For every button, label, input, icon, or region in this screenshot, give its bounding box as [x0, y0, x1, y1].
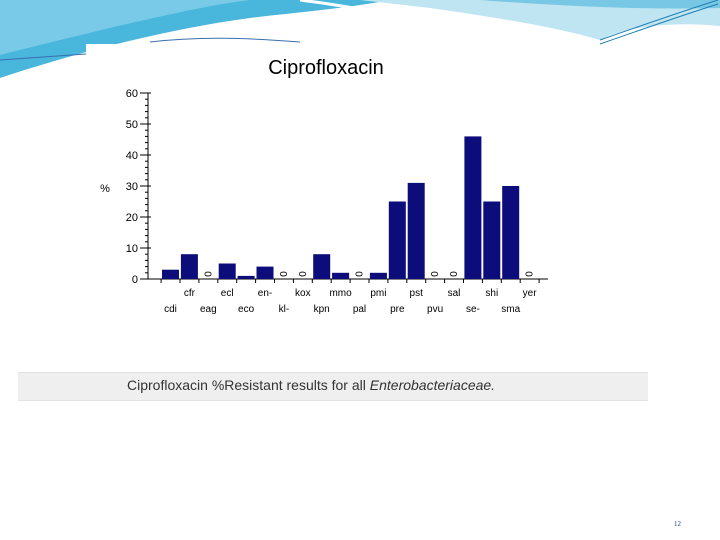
- bar-ecl: [218, 263, 236, 279]
- y-tick-label: 20: [126, 212, 138, 224]
- chart-panel: Ciprofloxacin % 0 10 20 30 40 50 60 cdi cfr 0 eag e…: [86, 44, 600, 340]
- y-tick-label: 40: [126, 150, 138, 162]
- x-tick-label-kl-: kl-: [279, 304, 290, 315]
- x-tick-label-cfr: cfr: [184, 288, 196, 299]
- y-tick-label: 50: [126, 119, 138, 131]
- bar-cdi: [162, 269, 179, 279]
- bar-sma: [502, 186, 520, 279]
- x-tick-label-cdi: cdi: [164, 304, 177, 315]
- caption-italic: Enterobacteriaceae.: [369, 377, 496, 393]
- bar-eco: [237, 275, 255, 279]
- zero-label-kox: 0: [296, 271, 307, 277]
- x-tick-label-shi: shi: [485, 288, 498, 299]
- y-tick-label: 60: [126, 88, 138, 100]
- x-tick-label-mmo: mmo: [329, 288, 352, 299]
- x-tick-label-se-: se-: [466, 304, 480, 315]
- zero-label-kl-: 0: [277, 271, 288, 277]
- bar-cfr: [180, 254, 198, 279]
- y-axis-label: %: [100, 183, 110, 195]
- bar-pmi: [369, 272, 387, 279]
- zero-label-sal: 0: [447, 271, 458, 277]
- zero-label-pvu: 0: [428, 271, 439, 277]
- x-tick-label-pmi: pmi: [370, 288, 386, 299]
- header-wave-decoration: [0, 0, 720, 78]
- x-tick-label-yer: yer: [523, 288, 538, 299]
- zero-label-eag: 0: [201, 271, 212, 277]
- bar-pre: [388, 201, 406, 279]
- bar-pst: [407, 182, 425, 279]
- x-tick-label-pre: pre: [390, 304, 405, 315]
- caption-bar: Ciprofloxacin %Resistant results for all…: [18, 372, 648, 401]
- x-tick-label-pst: pst: [410, 288, 424, 299]
- x-tick-label-eag: eag: [200, 304, 217, 315]
- zero-label-yer: 0: [523, 271, 534, 277]
- bar-kpn: [313, 254, 331, 279]
- x-tick-label-pvu: pvu: [427, 304, 443, 315]
- x-tick-label-pal: pal: [353, 304, 366, 315]
- x-tick-label-en-: en-: [258, 288, 272, 299]
- bar-chart: Ciprofloxacin % 0102030405060cdicfr0eage…: [100, 57, 548, 315]
- zero-label-pal: 0: [353, 271, 364, 277]
- y-tick-label: 0: [132, 274, 138, 286]
- x-tick-label-sma: sma: [501, 304, 520, 315]
- bar-mmo: [332, 272, 350, 279]
- y-tick-label: 10: [126, 243, 138, 255]
- x-tick-label-ecl: ecl: [221, 288, 234, 299]
- page-number: 12: [674, 520, 681, 528]
- y-tick-label: 30: [126, 181, 138, 193]
- x-tick-label-sal: sal: [448, 288, 461, 299]
- x-tick-label-kpn: kpn: [314, 304, 330, 315]
- chart-title: Ciprofloxacin: [268, 57, 384, 79]
- caption: Ciprofloxacin %Resistant results for all…: [127, 377, 495, 393]
- x-tick-label-eco: eco: [238, 304, 255, 315]
- bar-shi: [483, 201, 501, 279]
- bar-en-: [256, 266, 274, 279]
- bar-se-: [464, 136, 482, 279]
- x-tick-label-kox: kox: [295, 288, 311, 299]
- caption-prefix: Ciprofloxacin %Resistant results for all: [127, 377, 370, 393]
